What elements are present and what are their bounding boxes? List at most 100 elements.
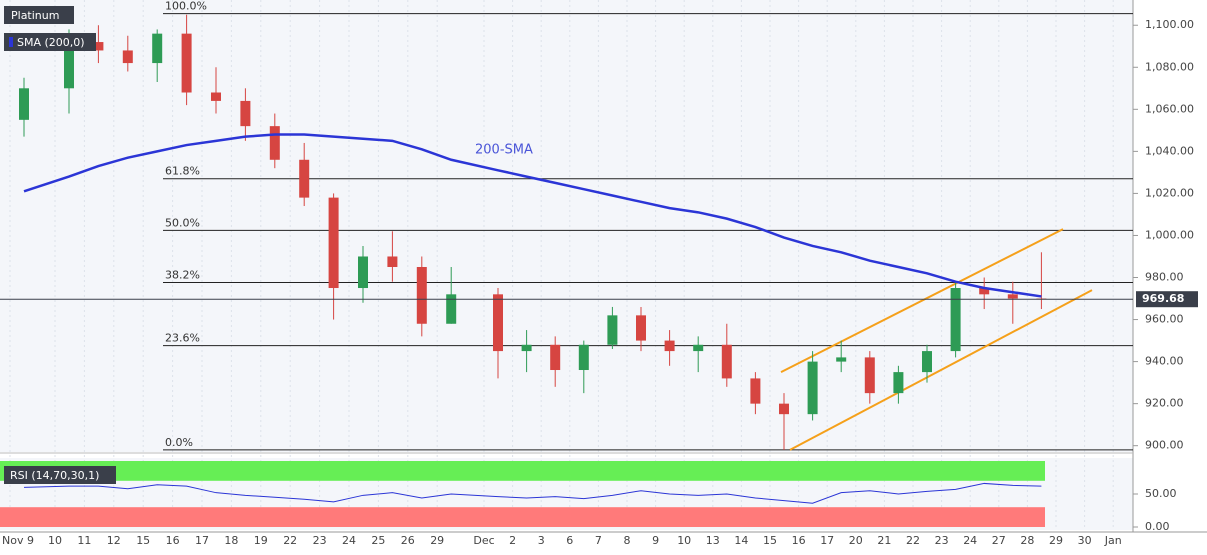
candle-body <box>328 197 339 289</box>
candle-body <box>750 378 761 404</box>
candle-body <box>550 344 561 371</box>
fib-label: 0.0% <box>165 436 193 449</box>
indicator-label: SMA (200,0) <box>17 36 85 49</box>
x-tick-label: 29 <box>430 534 444 547</box>
candle-body <box>807 361 818 415</box>
candle-body <box>922 351 932 373</box>
marks: 969.68 RSI (14,70,30,1) <box>0 14 1198 527</box>
candle-body <box>693 344 704 352</box>
x-tick-label: 10 <box>677 534 691 547</box>
y-tick-label: 1,020.00 <box>1145 186 1194 199</box>
candle-body <box>299 159 310 198</box>
candle-body <box>416 266 427 324</box>
candle-body <box>950 288 961 352</box>
x-tick-label: 29 <box>1049 534 1063 547</box>
last-price-label: 969.68 <box>1142 292 1184 305</box>
y-tick-label: 1,000.00 <box>1145 228 1194 241</box>
y-tick-label: 1,060.00 <box>1145 102 1194 115</box>
y-tick-label: 1,040.00 <box>1145 144 1194 157</box>
rsi-tick-label: 50.00 <box>1145 487 1177 500</box>
candle-body <box>122 50 133 64</box>
sma-label: 200-SMA <box>475 143 533 158</box>
grid: 900.00920.00940.00960.00980.001,000.001,… <box>2 0 1194 547</box>
x-tick-label: 23 <box>313 534 327 547</box>
x-tick-label: 23 <box>935 534 949 547</box>
x-tick-label: 7 <box>595 534 602 547</box>
candle-body <box>664 340 675 352</box>
x-tick-label: 24 <box>963 534 977 547</box>
rsi-tick-label: 0.00 <box>1145 520 1170 533</box>
overbought-zone <box>0 461 1045 481</box>
x-tick-label: 6 <box>566 534 573 547</box>
x-tick-label: 26 <box>401 534 415 547</box>
candle-body <box>521 344 532 352</box>
candle-body <box>64 42 74 89</box>
candle-body <box>636 315 646 341</box>
rsi-line <box>23 482 1042 504</box>
candle-body <box>387 256 398 267</box>
x-tick-label: 30 <box>1078 534 1092 547</box>
chart-title: Platinum <box>11 9 59 22</box>
y-tick-label: 1,080.00 <box>1145 60 1194 73</box>
candle-body <box>607 315 618 345</box>
channel-upper <box>780 228 1064 374</box>
rsi-label: RSI (14,70,30,1) <box>10 469 99 482</box>
indicator-box <box>4 33 96 51</box>
candle-body <box>19 88 29 120</box>
fib-label: 50.0% <box>165 216 200 229</box>
x-tick-label: 17 <box>195 534 209 547</box>
x-tick-label: 27 <box>992 534 1006 547</box>
x-tick-label: 28 <box>1020 534 1034 547</box>
channel-lower <box>789 289 1093 451</box>
x-tick-label: 24 <box>342 534 356 547</box>
candle-body <box>864 357 875 394</box>
candle-body <box>240 100 251 127</box>
last-price-box <box>1136 291 1198 308</box>
candle-body <box>893 372 904 394</box>
candle-body <box>152 33 163 64</box>
y-tick-label: 960.00 <box>1145 313 1184 326</box>
x-tick-label: 19 <box>254 534 268 547</box>
candle-body <box>493 294 503 352</box>
x-tick-label: Dec <box>473 534 494 547</box>
x-tick-label: 12 <box>107 534 121 547</box>
candle-body <box>93 42 104 51</box>
candle-body <box>979 288 990 295</box>
x-tick-label: 15 <box>136 534 150 547</box>
x-tick-label: 21 <box>877 534 891 547</box>
fib-label: 38.2% <box>165 269 200 282</box>
candle-body <box>358 256 368 289</box>
fib-label: 100.0% <box>165 0 207 13</box>
y-tick-label: 940.00 <box>1145 355 1184 368</box>
x-tick-label: 18 <box>224 534 238 547</box>
indicator-swatch <box>9 37 13 47</box>
x-tick-label: 17 <box>820 534 834 547</box>
x-tick-label: 3 <box>538 534 545 547</box>
oversold-zone <box>0 507 1045 527</box>
x-tick-label: 22 <box>283 534 297 547</box>
fib-label: 23.6% <box>165 332 200 345</box>
x-tick-label: 9 <box>652 534 659 547</box>
x-tick-label: 25 <box>371 534 385 547</box>
title-box <box>4 6 74 24</box>
candle-body <box>446 294 457 324</box>
candle-body <box>211 92 221 101</box>
x-tick-label: Jan <box>1104 534 1122 547</box>
x-tick-label: 8 <box>624 534 631 547</box>
x-tick-label: 13 <box>706 534 720 547</box>
candle-body <box>1007 294 1018 299</box>
rsi-label-box <box>4 466 116 484</box>
x-tick-label: 10 <box>48 534 62 547</box>
x-tick-label: 20 <box>849 534 863 547</box>
candle-body <box>269 126 280 160</box>
x-tick-label: 16 <box>792 534 806 547</box>
candle-body <box>578 344 589 371</box>
x-tick-label: 22 <box>906 534 920 547</box>
x-tick-label: Nov 9 <box>2 534 34 547</box>
x-tick-label: 16 <box>166 534 180 547</box>
y-tick-label: 1,100.00 <box>1145 18 1194 31</box>
x-tick-label: 14 <box>734 534 748 547</box>
candle-body <box>721 344 732 379</box>
fib-label: 61.8% <box>165 165 200 178</box>
